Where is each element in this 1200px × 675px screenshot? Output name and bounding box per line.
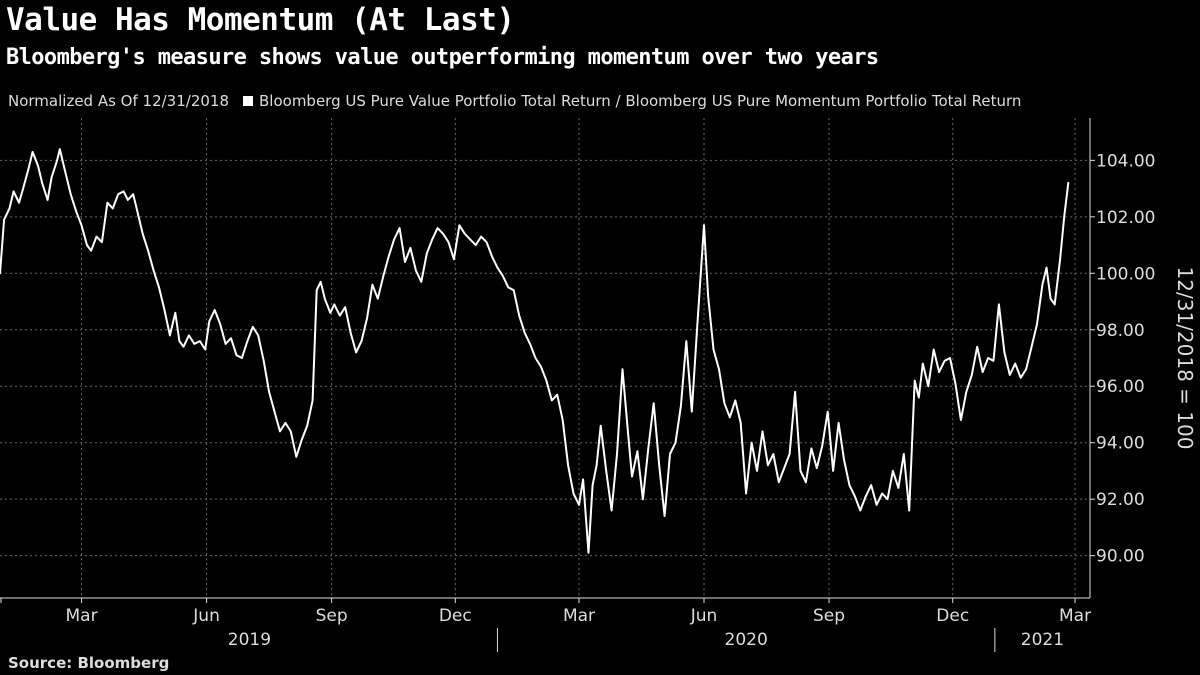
chart-title: Value Has Momentum (At Last) (6, 2, 515, 38)
y-tick-label: 102.00 (1096, 208, 1155, 228)
y-tick-label: 100.00 (1096, 264, 1155, 284)
y-tick-label: 92.00 (1096, 490, 1145, 510)
x-tick-label: Jun (192, 606, 220, 626)
x-tick-label: Mar (66, 606, 98, 626)
x-tick-label: Sep (316, 606, 348, 626)
legend-swatch (243, 96, 253, 106)
x-tick-label: Dec (439, 606, 472, 626)
year-label: 2019 (228, 630, 271, 650)
y-tick-label: 96.00 (1096, 377, 1145, 397)
x-tick-label: Dec (936, 606, 969, 626)
y-axis-title: 12/31/2018 = 100 (1173, 267, 1197, 450)
x-tick-label: Sep (813, 606, 845, 626)
y-tick-label: 104.00 (1096, 151, 1155, 171)
legend-label: Bloomberg US Pure Value Portfolio Total … (259, 92, 1022, 110)
chart-subtitle: Bloomberg's measure shows value outperfo… (6, 45, 879, 70)
legend: Normalized As Of 12/31/2018 Bloomberg US… (8, 92, 1021, 110)
x-tick-label: Mar (1059, 606, 1091, 626)
year-label: 2020 (725, 630, 768, 650)
source-note: Source: Bloomberg (8, 654, 170, 672)
series-line (0, 148, 1070, 554)
y-tick-label: 98.00 (1096, 321, 1145, 341)
y-tick-label: 90.00 (1096, 547, 1145, 567)
year-label: 2021 (1021, 630, 1064, 650)
normalization-note: Normalized As Of 12/31/2018 (8, 92, 229, 110)
x-tick-label: Mar (563, 606, 595, 626)
y-tick-label: 94.00 (1096, 434, 1145, 454)
x-tick-label: Jun (690, 606, 718, 626)
